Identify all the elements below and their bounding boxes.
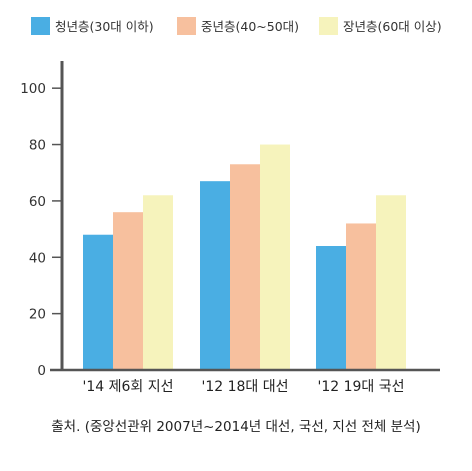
legend-label-1: 중년층(40~50대) (201, 19, 299, 34)
bars (83, 144, 406, 370)
y-tick-label-3: 60 (29, 194, 46, 210)
legend-swatch-1 (177, 17, 196, 35)
bar-2-2 (376, 195, 406, 370)
x-category-label-2: '12 19대 국선 (317, 379, 404, 395)
legend-item-2: 장년층(60대 이상) (319, 17, 442, 35)
category-labels: '14 제6회 지선 '12 18대 대선 '12 19대 국선 (83, 379, 405, 395)
bar-2-1 (260, 144, 290, 370)
legend: 청년층(30대 이하) 중년층(40~50대) 장년층(60대 이상) (31, 17, 442, 35)
y-tick-label-2: 40 (29, 250, 46, 266)
axes: 0 20 40 60 80 100 (20, 61, 440, 379)
legend-item-1: 중년층(40~50대) (177, 17, 299, 35)
legend-label-2: 장년층(60대 이상) (343, 19, 442, 34)
bar-1-2 (346, 223, 376, 370)
y-tick-label-4: 80 (29, 138, 46, 154)
y-tick-label-0: 0 (37, 363, 46, 379)
bar-1-0 (113, 212, 143, 370)
bar-2-0 (143, 195, 173, 370)
y-tick-label-5: 100 (20, 81, 46, 97)
legend-label-0: 청년층(30대 이하) (55, 19, 154, 34)
legend-swatch-0 (31, 17, 50, 35)
source-note: 출처. (중앙선관위 2007년~2014년 대선, 국선, 지선 전체 분석) (51, 419, 420, 435)
x-category-label-0: '14 제6회 지선 (83, 379, 174, 395)
bar-1-1 (230, 164, 260, 370)
bar-0-2 (316, 246, 346, 370)
x-category-label-1: '12 18대 대선 (201, 379, 288, 395)
legend-swatch-2 (319, 17, 338, 35)
legend-item-0: 청년층(30대 이하) (31, 17, 154, 35)
bar-0-1 (200, 181, 230, 370)
y-tick-label-1: 20 (29, 307, 46, 323)
bar-0-0 (83, 234, 113, 370)
